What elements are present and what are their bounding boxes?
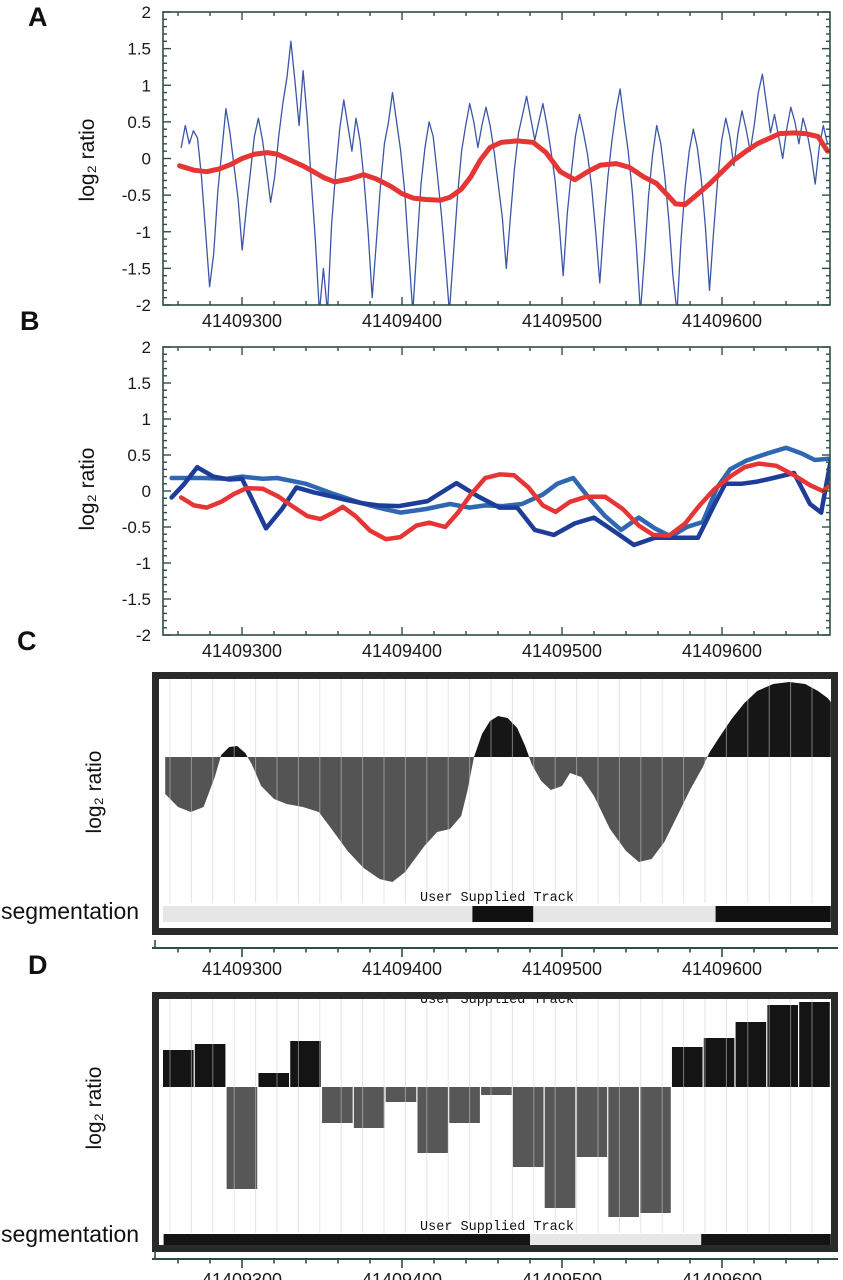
svg-text:1.5: 1.5 xyxy=(127,40,151,59)
svg-text:41409600: 41409600 xyxy=(682,959,762,979)
svg-text:-1.5: -1.5 xyxy=(122,259,151,278)
segmentation-label-d: segmentation xyxy=(1,1221,140,1247)
svg-text:-1: -1 xyxy=(136,554,151,573)
segmentation-label-c: segmentation xyxy=(1,898,140,924)
svg-text:0: 0 xyxy=(142,482,151,501)
svg-text:41409400: 41409400 xyxy=(362,311,442,331)
svg-text:41409500: 41409500 xyxy=(522,1270,602,1280)
svg-text:2: 2 xyxy=(142,338,151,357)
svg-text:41409500: 41409500 xyxy=(522,311,602,331)
panel-letter-c: C xyxy=(17,626,37,656)
svg-text:41409500: 41409500 xyxy=(522,641,602,661)
y-axis-label-b: log₂ ratio xyxy=(76,447,99,531)
svg-text:0.5: 0.5 xyxy=(127,113,151,132)
svg-text:41409600: 41409600 xyxy=(682,311,762,331)
svg-text:41409300: 41409300 xyxy=(202,959,282,979)
svg-text:-2: -2 xyxy=(136,626,151,645)
svg-text:2: 2 xyxy=(142,3,151,22)
svg-text:41409300: 41409300 xyxy=(202,1270,282,1280)
svg-text:1.5: 1.5 xyxy=(127,374,151,393)
svg-text:41409400: 41409400 xyxy=(362,641,442,661)
svg-text:0.5: 0.5 xyxy=(127,446,151,465)
svg-text:41409300: 41409300 xyxy=(202,641,282,661)
svg-text:1: 1 xyxy=(142,410,151,429)
svg-text:0: 0 xyxy=(142,150,151,169)
y-axis-label-a: log₂ ratio xyxy=(76,118,99,202)
svg-text:41409400: 41409400 xyxy=(362,959,442,979)
panel-letter-b: B xyxy=(20,306,40,336)
panel-letter-d: D xyxy=(28,950,48,980)
svg-text:User Supplied Track: User Supplied Track xyxy=(420,1220,574,1235)
svg-text:41409400: 41409400 xyxy=(362,1270,442,1280)
y-axis-label-d: log₂ ratio xyxy=(83,1066,106,1150)
svg-text:1: 1 xyxy=(142,76,151,95)
svg-text:41409600: 41409600 xyxy=(682,1270,762,1280)
svg-text:41409300: 41409300 xyxy=(202,311,282,331)
svg-text:41409500: 41409500 xyxy=(522,959,602,979)
y-axis-label-c: log₂ ratio xyxy=(83,750,106,834)
svg-text:-0.5: -0.5 xyxy=(122,518,151,537)
svg-text:41409600: 41409600 xyxy=(682,641,762,661)
svg-text:-1.5: -1.5 xyxy=(122,590,151,609)
panel-letter-a: A xyxy=(28,2,48,32)
svg-text:-1: -1 xyxy=(136,223,151,242)
svg-text:-0.5: -0.5 xyxy=(122,186,151,205)
svg-text:User Supplied Track: User Supplied Track xyxy=(420,891,574,906)
svg-text:-2: -2 xyxy=(136,296,151,315)
